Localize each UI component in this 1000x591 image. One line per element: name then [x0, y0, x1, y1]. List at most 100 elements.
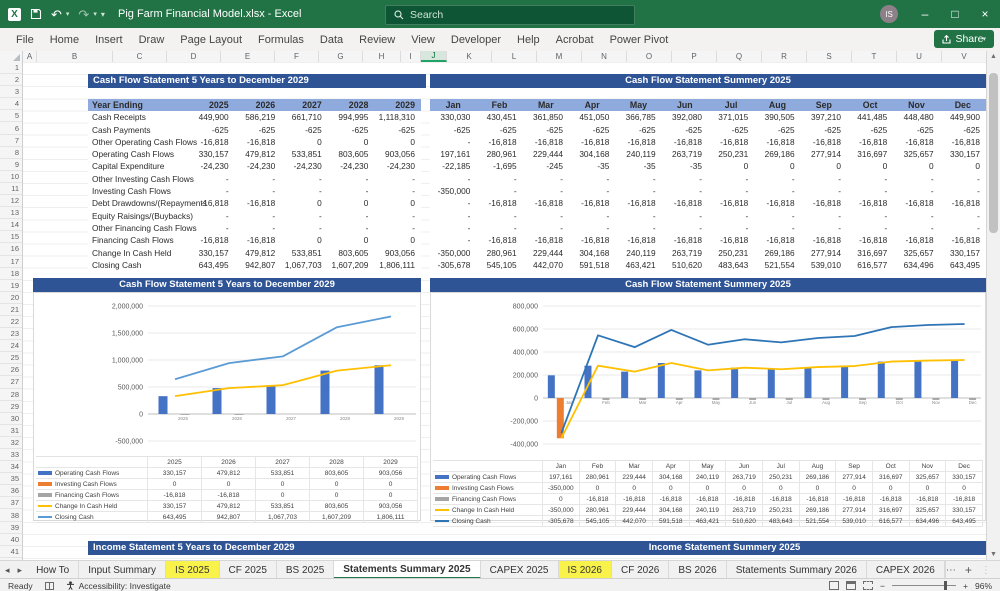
cell[interactable]: - [699, 222, 702, 233]
cell[interactable]: 0 [743, 161, 749, 172]
minimize-button[interactable]: – [921, 7, 929, 21]
cell[interactable]: -625 [398, 124, 415, 135]
cell[interactable]: 304,168 [579, 149, 610, 160]
header-cell[interactable]: Oct [862, 100, 878, 110]
sheet-tab-input-summary[interactable]: Input Summary [79, 561, 167, 579]
cell[interactable]: 942,807 [245, 259, 276, 270]
cell[interactable]: - [977, 186, 980, 197]
cell[interactable]: - [699, 210, 702, 221]
row-header-38[interactable]: 38 [0, 509, 22, 522]
cell[interactable]: - [365, 222, 369, 233]
share-button[interactable]: Share ▾ [934, 30, 994, 48]
cell[interactable]: -625 [305, 124, 322, 135]
row-header-10[interactable]: 10 [0, 171, 22, 183]
sheet-tab-is-2026[interactable]: IS 2026 [558, 561, 612, 579]
cell[interactable]: -16,818 [581, 136, 610, 147]
cell[interactable]: 371,015 [718, 112, 749, 123]
row-header-17[interactable]: 17 [0, 256, 22, 268]
cell[interactable]: -16,818 [766, 235, 795, 246]
cell[interactable]: -16,818 [673, 136, 702, 147]
cell[interactable]: 325,657 [903, 247, 934, 258]
cell[interactable]: 479,812 [245, 247, 276, 258]
cell[interactable]: -625 [211, 124, 229, 135]
cell[interactable]: - [884, 210, 888, 221]
cell[interactable]: -1,695 [493, 161, 517, 172]
cell[interactable]: 0 [790, 161, 795, 172]
cell[interactable]: -625 [500, 124, 517, 135]
cell[interactable]: - [272, 222, 276, 233]
cell[interactable]: - [225, 173, 229, 184]
cell[interactable]: -16,818 [859, 235, 888, 246]
row-header-18[interactable]: 18 [0, 268, 22, 280]
new-sheet-icon[interactable]: + [964, 563, 972, 577]
cell[interactable]: - [513, 186, 517, 197]
ribbon-tab-formulas[interactable]: Formulas [258, 33, 304, 46]
cell[interactable]: -16,818 [627, 235, 656, 246]
cell[interactable]: 229,444 [532, 247, 563, 258]
cell[interactable]: - [467, 198, 471, 209]
cell[interactable]: - [365, 210, 369, 221]
cell[interactable]: - [560, 222, 563, 233]
sheet-tab-bs-2026[interactable]: BS 2026 [669, 561, 727, 579]
cell[interactable]: 533,851 [291, 247, 322, 258]
cell[interactable]: Financing Cash Flows [92, 235, 174, 246]
cell[interactable]: 316,697 [857, 149, 888, 160]
cell[interactable]: -16,818 [581, 198, 610, 209]
cell[interactable]: -16,818 [581, 235, 610, 246]
cell[interactable]: 483,643 [718, 259, 749, 270]
redo-icon[interactable]: ↷ [78, 6, 90, 22]
cell[interactable]: - [272, 186, 276, 197]
ribbon-tab-data[interactable]: Data [319, 33, 344, 46]
cell[interactable]: 277,914 [810, 149, 841, 160]
cell[interactable]: -16,818 [951, 235, 980, 246]
cell[interactable]: - [791, 173, 795, 184]
header-cell[interactable]: May [629, 100, 648, 110]
cell[interactable]: 263,719 [671, 149, 702, 160]
row-header-9[interactable]: 9 [0, 159, 22, 171]
sheet-next-icon[interactable]: ▸ [17, 564, 23, 575]
cell[interactable]: 0 [836, 161, 841, 172]
sheet-tab-how-to[interactable]: How To [27, 561, 80, 579]
row-header-4[interactable]: 4 [0, 98, 22, 111]
column-header-A[interactable]: A [23, 51, 37, 62]
row-header-30[interactable]: 30 [0, 413, 22, 425]
cell[interactable]: 330,157 [198, 247, 229, 258]
column-header-L[interactable]: L [492, 51, 537, 62]
cell[interactable]: 250,231 [718, 149, 749, 160]
avatar[interactable]: IS [880, 5, 898, 23]
cell[interactable]: -16,818 [200, 136, 229, 147]
cell[interactable]: 392,080 [671, 112, 702, 123]
column-header-U[interactable]: U [897, 51, 942, 62]
cell[interactable]: - [606, 173, 610, 184]
cell[interactable]: 539,010 [810, 259, 841, 270]
cell[interactable]: 449,900 [198, 112, 229, 123]
vertical-scrollbar[interactable]: ▲ ▼ [986, 51, 1000, 560]
cell[interactable]: Cash Receipts [92, 112, 146, 123]
page-break-view-icon[interactable] [863, 581, 874, 590]
column-header-Q[interactable]: Q [717, 51, 762, 62]
cell[interactable]: - [560, 173, 563, 184]
row-header-22[interactable]: 22 [0, 316, 22, 329]
cell[interactable]: 441,485 [857, 112, 888, 123]
cell[interactable]: - [412, 173, 415, 184]
cell[interactable]: -350,000 [437, 247, 471, 258]
ribbon-tab-home[interactable]: Home [49, 33, 80, 46]
search-input[interactable]: Search [385, 5, 635, 25]
cell[interactable]: - [365, 186, 369, 197]
cell[interactable]: 269,186 [764, 149, 795, 160]
cell[interactable]: -24,230 [386, 161, 415, 172]
cell[interactable]: Other Operating Cash Flows [92, 136, 198, 147]
cell[interactable]: -16,818 [905, 235, 934, 246]
cell[interactable]: - [977, 173, 980, 184]
cell[interactable]: - [838, 210, 841, 221]
select-all-corner[interactable] [0, 51, 23, 62]
cell[interactable]: - [745, 173, 749, 184]
row-header-34[interactable]: 34 [0, 461, 22, 474]
header-cell[interactable]: 2029 [395, 100, 415, 110]
sheet-tab-capex-2026[interactable]: CAPEX 2026 [867, 561, 945, 579]
sheet-grid[interactable]: 1 2 3 4 5 6 7 8 9 10 11 12 13 14 15 16 17 18 19 20 21 22 23 24 2… [0, 62, 986, 560]
cell[interactable]: -16,818 [200, 198, 229, 209]
column-header-F[interactable]: F [275, 51, 319, 62]
zoom-slider-thumb[interactable] [944, 581, 948, 590]
cell[interactable]: Operating Cash Flows [92, 149, 175, 160]
